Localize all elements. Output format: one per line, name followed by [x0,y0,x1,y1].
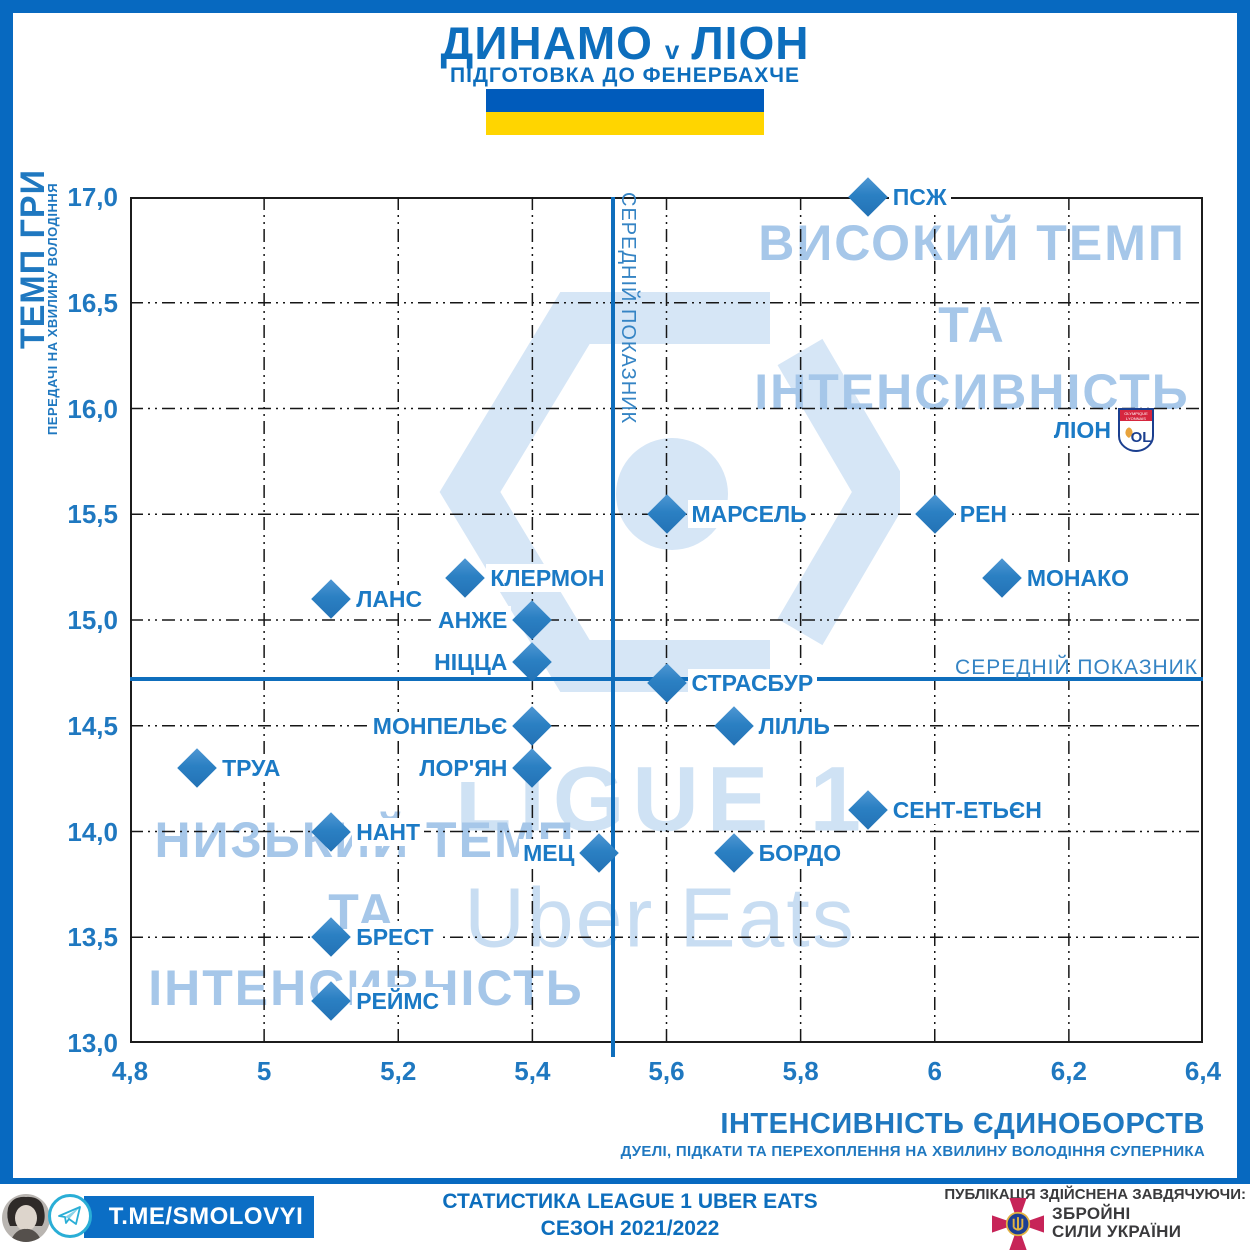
team-label: ТРУА [218,754,285,783]
x-tick-label: 5,8 [782,1056,819,1086]
telegram-handle-text: T.ME/SMOLOVYI [108,1203,304,1230]
flag-yellow-stripe [486,112,764,135]
team-label: ЛІЛЛЬ [754,711,834,740]
x-tick-label: 4,8 [111,1056,149,1086]
telegram-link[interactable]: T.ME/SMOLOVYI [84,1196,314,1238]
team-label: МОНАКО [1022,563,1134,592]
mean-label-vertical: СЕРЕДНІЙ ПОКАЗНИК [617,192,639,425]
author-avatar [2,1194,50,1242]
team-marker-lyon-crest-icon: OLYMPIQUE LYONNAIS OL [1117,407,1154,452]
armed-forces-label: ЗБРОЙНІ СИЛИ УКРАЇНИ [1052,1205,1181,1241]
armed-forces-emblem-icon [992,1198,1044,1250]
mean-label-horizontal: СЕРЕДНІЙ ПОКАЗНИК [955,656,1198,679]
team-label: МАРСЕЛЬ [687,500,811,529]
armed-forces-line1: ЗБРОЙНІ [1052,1204,1131,1223]
y-tick-label: 13,5 [67,922,118,953]
team-label: НІЦЦА [430,648,512,677]
footer-stats: СТАТИСТИКА LEAGUE 1 UBER EATS СЕЗОН 2021… [400,1190,860,1241]
footer-separator-line [0,1178,1250,1184]
x-tick-label: 6,4 [1184,1056,1222,1086]
uber-eats-text-watermark: Uber Eats [464,870,856,965]
ukraine-flag [486,89,764,135]
team-label: РЕН [955,500,1012,529]
team-label: БОРДО [754,838,846,867]
team-label: КЛЕРМОН [486,563,609,592]
x-tick-label: 5,4 [514,1056,551,1086]
x-tick-label: 5 [256,1056,272,1086]
x-tick-label: 6,2 [1050,1056,1087,1086]
quadrant-label-high-1: ВИСОКИЙ ТЕМП [758,215,1186,271]
team-label: ЛІОН [1049,415,1115,444]
y-tick-label: 17,0 [67,182,118,212]
frame-top-bar [0,0,1250,13]
svg-text:OLYMPIQUE: OLYMPIQUE [1124,411,1148,416]
footer-stats-line1: СТАТИСТИКА LEAGUE 1 UBER EATS [442,1190,818,1213]
page-subtitle: ПІДГОТОВКА ДО ФЕНЕРБАХЧЕ [450,64,800,87]
title-home-team: ДИНАМО [440,17,653,69]
svg-text:OL: OL [1131,429,1152,446]
team-label: БРЕСТ [352,923,438,952]
team-label: НАНТ [352,817,425,846]
page-title: ДИНАМО v ЛІОН [0,16,1250,70]
team-label: ПСЖ [888,183,951,211]
mean-line-vertical [610,197,615,1057]
x-axis-subtitle: ДУЕЛІ, ПІДКАТИ ТА ПЕРЕХОПЛЕННЯ НА ХВИЛИН… [620,1143,1205,1160]
frame-left-bar [0,13,13,1179]
team-label: СЕНТ-ЕТЬЄН [888,796,1046,825]
telegram-icon[interactable] [48,1194,92,1238]
footer-stats-line2: СЕЗОН 2021/2022 [540,1217,720,1240]
quadrant-label-high-3: ІНТЕНСИВНІСТЬ [754,364,1190,420]
y-tick-label: 13,0 [67,1028,118,1058]
title-away-team: ЛІОН [691,17,810,69]
team-label: СТРАСБУР [687,669,818,698]
y-tick-label: 15,0 [67,605,118,635]
team-label: РЕЙМС [352,986,444,1015]
y-tick-label: 16,5 [67,287,118,318]
team-label: МЕЦ [519,838,579,867]
y-tick-label: 15,5 [67,499,118,530]
armed-forces-line2: СИЛИ УКРАЇНИ [1052,1222,1182,1241]
y-tick-label: 16,0 [67,393,118,424]
team-label: АНЖЕ [434,606,512,634]
x-tick-label: 5,2 [380,1056,417,1086]
team-label: МОНПЕЛЬЄ [368,711,512,740]
team-label: ЛОР'ЯН [415,754,512,783]
plot-gridlines [130,197,1203,1043]
y-tick-label: 14,5 [67,710,118,741]
team-label: ЛАНС [352,584,427,613]
y-tick-label: 14,0 [67,816,118,847]
x-axis-title: ІНТЕНСИВНІСТЬ ЄДИНОБОРСТВ [720,1108,1205,1140]
quadrant-label-high-2: ТА [938,297,1006,353]
frame-right-bar [1237,13,1250,1179]
title-versus: v [664,35,680,65]
x-tick-label: 5,6 [648,1056,685,1086]
flag-blue-stripe [486,89,764,112]
x-tick-label: 6 [927,1056,942,1086]
x-axis-title-block: ІНТЕНСИВНІСТЬ ЄДИНОБОРСТВ ДУЕЛІ, ПІДКАТИ… [621,1108,1205,1160]
svg-text:LYONNAIS: LYONNAIS [1126,416,1146,421]
